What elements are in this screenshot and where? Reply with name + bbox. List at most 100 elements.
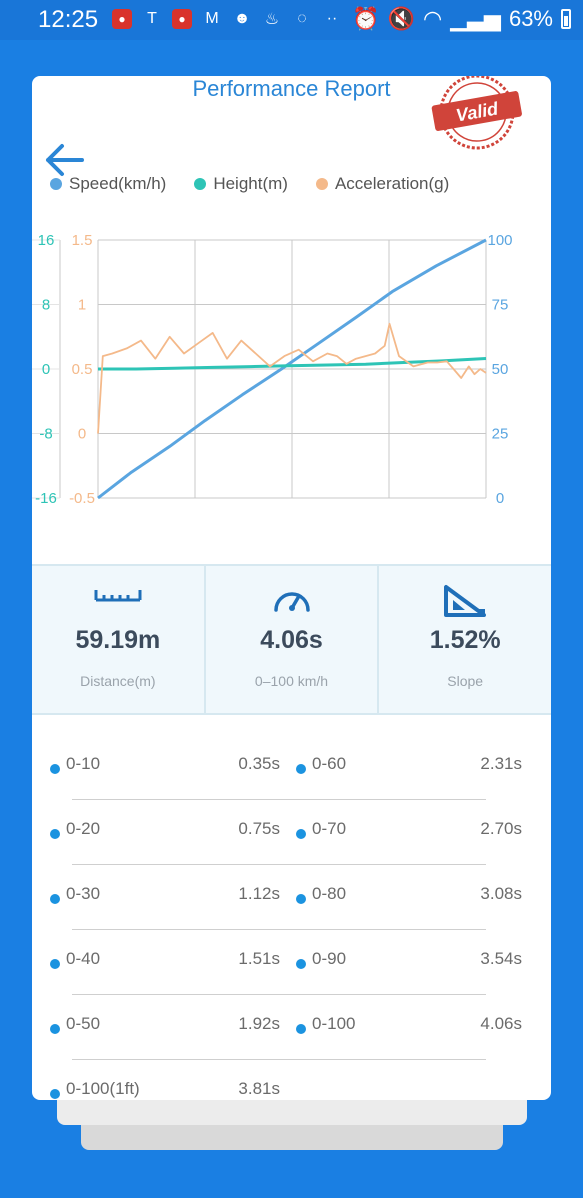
- legend-dot-speed: [50, 178, 62, 190]
- speed-tick-label: 75: [492, 297, 509, 314]
- page-title: Performance Report: [192, 76, 391, 101]
- split-time: 1.51s: [238, 949, 280, 968]
- split-label: 0-90: [312, 949, 347, 968]
- alarm-icon: ⏰: [352, 6, 380, 31]
- split-time: 1.12s: [238, 884, 280, 903]
- split-dot: [50, 1024, 60, 1034]
- height-tick-label: -16: [35, 490, 57, 507]
- split-dot: [50, 894, 60, 904]
- row-divider: [72, 1059, 486, 1060]
- app-red-icon: ●: [112, 9, 132, 29]
- acceleration-tick-label: 0.5: [72, 361, 93, 378]
- stat-zero-to-hundred: 4.06s 0–100 km/h: [206, 566, 380, 713]
- series-line-height: [98, 357, 487, 371]
- split-time: 3.08s: [480, 884, 522, 903]
- split-item: 0-70 2.70s: [296, 817, 522, 841]
- slope-label: Slope: [447, 673, 484, 689]
- split-dot: [296, 894, 306, 904]
- split-time: 0.35s: [238, 754, 280, 773]
- back-arrow-icon[interactable]: [42, 142, 86, 178]
- performance-chart: 16 8 0 -8 -16 1.5 1 0.5 0 -0.5 100 75 50 25 0: [32, 232, 513, 507]
- split-time: 3.54s: [480, 949, 522, 968]
- split-label: 0-100: [312, 1014, 356, 1033]
- split-row: 0-20 0.75s 0-70 2.70s: [32, 799, 551, 865]
- chat-icon: ◌: [297, 10, 307, 27]
- legend-item-speed: Speed(km/h): [50, 174, 166, 194]
- legend-dot-acceleration: [315, 178, 328, 190]
- split-item: 0-100(1ft) 3.81s: [50, 1077, 280, 1100]
- wifi-icon: ◠: [422, 6, 443, 31]
- distance-label: Distance(m): [80, 673, 156, 689]
- split-dot: [296, 959, 306, 969]
- split-dot: [50, 829, 60, 839]
- series-line-speed: [97, 238, 487, 500]
- split-time: 2.31s: [480, 754, 522, 773]
- split-time: 1.92s: [238, 1014, 280, 1033]
- split-dot: [50, 764, 60, 774]
- legend-item-acceleration: Acceleration(g): [315, 174, 449, 194]
- battery-percent: 63%: [508, 6, 553, 31]
- split-item: 0-30 1.12s: [50, 882, 280, 906]
- row-divider: [72, 929, 486, 930]
- speedometer-icon: [273, 592, 310, 612]
- speed-tick-label: 25: [492, 426, 509, 443]
- stat-distance: 59.19m Distance(m): [32, 566, 206, 713]
- split-label: 0-20: [66, 819, 101, 838]
- status-time: 12:25: [38, 6, 99, 33]
- legend-label-height: Height(m): [213, 174, 288, 193]
- height-tick-label: 0: [42, 361, 50, 378]
- split-row: 0-10 0.35s 0-60 2.31s: [32, 734, 551, 800]
- acceleration-tick-label: 1: [78, 297, 86, 314]
- valid-stamp: Valid: [431, 76, 522, 150]
- split-time: 0.75s: [238, 819, 280, 838]
- split-label: 0-100(1ft): [66, 1079, 140, 1098]
- split-dot: [296, 1024, 306, 1034]
- split-item: 0-60 2.31s: [296, 752, 522, 776]
- split-label: 0-80: [312, 884, 347, 903]
- card-stack-middle: [57, 1095, 527, 1125]
- speed-tick-label: 0: [496, 490, 504, 507]
- zero-to-hundred-label: 0–100 km/h: [254, 673, 329, 689]
- speed-tick-label: 50: [492, 361, 509, 378]
- battery-icon: [561, 9, 571, 29]
- slope-icon: [444, 585, 487, 617]
- split-dot: [50, 1089, 60, 1099]
- split-time: 4.06s: [480, 1014, 522, 1033]
- chart-legend: Speed(km/h) Height(m) Acceleration(g): [50, 174, 477, 194]
- split-dot: [296, 829, 306, 839]
- row-divider: [72, 799, 486, 800]
- slope-value: 1.52%: [429, 626, 501, 654]
- acceleration-tick-label: 0: [78, 426, 86, 443]
- split-item: 0-90 3.54s: [296, 947, 522, 971]
- split-label: 0-70: [312, 819, 347, 838]
- gmail-icon: M: [205, 10, 219, 27]
- legend-label-speed: Speed(km/h): [69, 174, 167, 193]
- split-item: 0-80 3.08s: [296, 882, 522, 906]
- split-item: 0-10 0.35s: [50, 752, 280, 776]
- acceleration-tick-label: -0.5: [69, 490, 95, 507]
- split-row: 0-30 1.12s 0-80 3.08s: [32, 864, 551, 930]
- split-row: 0-40 1.51s 0-90 3.54s: [32, 929, 551, 995]
- signal-icon: ▁▃▅: [450, 6, 501, 31]
- status-bar: 12:25 ● T ● M ☻ ♨ ◌ ·· ⏰ 🔇 ◠ ▁▃▅ 63%: [0, 0, 583, 40]
- more-dots-icon: ··: [326, 10, 338, 27]
- split-time: 2.70s: [480, 819, 522, 838]
- split-label: 0-30: [66, 884, 101, 903]
- chart-ticks: 16 8 0 -8 -16 1.5 1 0.5 0 -0.5 100 75 50 25 0: [35, 232, 512, 507]
- mute-icon: 🔇: [387, 6, 415, 31]
- legend-dot-height: [194, 178, 207, 190]
- split-row: 0-50 1.92s 0-100 4.06s: [32, 994, 551, 1060]
- acceleration-tick-label: 1.5: [72, 232, 93, 249]
- split-item: 0-40 1.51s: [50, 947, 280, 971]
- legend-item-height: Height(m): [194, 174, 288, 194]
- split-item: 0-100 4.06s: [296, 1012, 522, 1036]
- height-tick-label: -8: [39, 426, 52, 443]
- row-divider: [72, 994, 486, 995]
- tesla-icon: T: [147, 10, 157, 27]
- stat-slope: 1.52% Slope: [379, 566, 551, 713]
- split-label: 0-40: [66, 949, 101, 968]
- card-stack-back: [81, 1120, 503, 1150]
- ruler-icon: [94, 590, 142, 602]
- split-item: 0-20 0.75s: [50, 817, 280, 841]
- split-label: 0-60: [312, 754, 347, 773]
